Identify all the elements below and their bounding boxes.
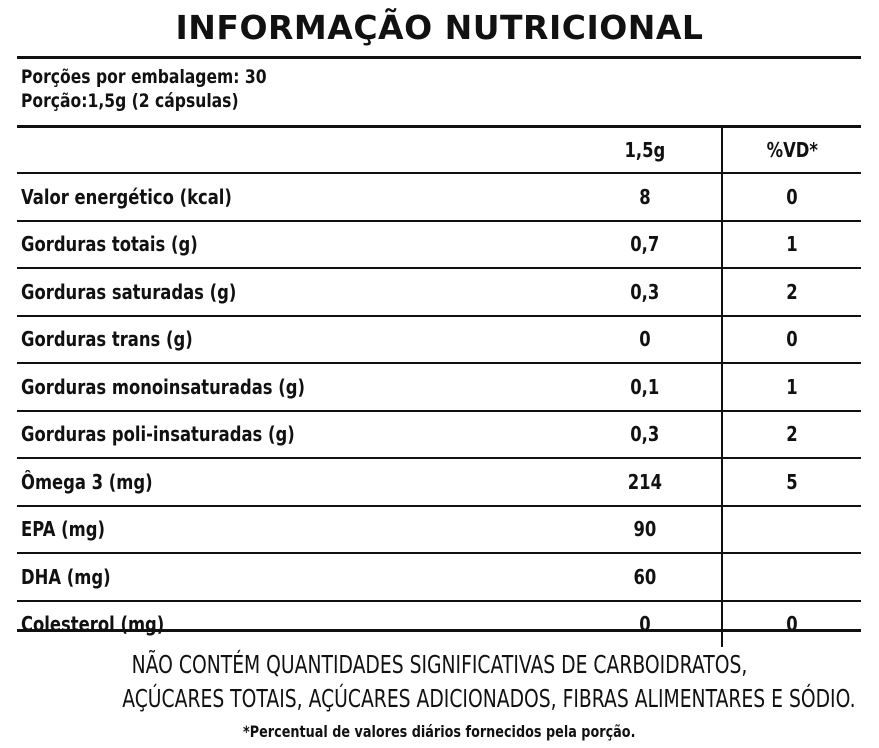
header-vd-label: %VD* xyxy=(766,138,818,162)
footnote-text: *Percentual de valores diários fornecido… xyxy=(243,722,636,741)
table-row: Gorduras saturadas (g) 0,3 2 xyxy=(17,267,861,316)
header-vd: %VD* xyxy=(722,125,861,173)
nutrient-name: Colesterol (mg) xyxy=(21,612,165,637)
nutrient-name: Gorduras trans (g) xyxy=(21,327,193,352)
nutrient-vd: 5 xyxy=(786,469,798,494)
nutrient-name: Gorduras monoinsaturadas (g) xyxy=(21,374,305,399)
portion-info: Porções por embalagem: 30 Porção:1,5g (2… xyxy=(21,65,267,113)
table-row: Gorduras monoinsaturadas (g) 0,1 1 xyxy=(17,362,861,411)
table-row: Valor energético (kcal) 8 0 xyxy=(17,172,861,221)
nutrient-vd: 0 xyxy=(786,612,798,637)
nutrient-vd: 1 xyxy=(786,232,798,257)
table-row: EPA (mg) 90 xyxy=(17,504,861,553)
nutrient-amount: 0,3 xyxy=(629,422,660,447)
nutrient-vd: 2 xyxy=(786,279,798,304)
nutrient-name: Gorduras totais (g) xyxy=(21,232,198,257)
nutrient-amount: 0 xyxy=(638,612,651,637)
nutrition-table-panel: Porções por embalagem: 30 Porção:1,5g (2… xyxy=(17,56,861,647)
nutrient-amount: 0,1 xyxy=(629,374,660,399)
header-name-cell xyxy=(17,125,568,173)
nutrient-name: EPA (mg) xyxy=(21,517,105,542)
nutrition-table: 1,5g %VD* Valor energético (kcal) 8 0 Go… xyxy=(17,125,861,647)
portions-per-package: Porções por embalagem: 30 xyxy=(21,66,267,88)
nutrient-vd: 2 xyxy=(786,422,798,447)
nutrient-name: Ômega 3 (mg) xyxy=(21,469,153,494)
nutrient-name: Gorduras poli-insaturadas (g) xyxy=(21,422,295,447)
nutrient-vd: 0 xyxy=(786,327,798,352)
nutrient-vd: 1 xyxy=(786,374,798,399)
nutrient-amount: 0,7 xyxy=(629,232,660,257)
nutrient-amount: 0,3 xyxy=(629,279,660,304)
nutrient-amount: 60 xyxy=(633,564,656,589)
disclaimer-line-1: NÃO CONTÉM QUANTIDADES SIGNIFICATIVAS DE… xyxy=(131,650,748,679)
table-header-row: 1,5g %VD* xyxy=(17,125,861,173)
serving-size: Porção:1,5g (2 cápsulas) xyxy=(21,90,239,112)
disclaimer: NÃO CONTÉM QUANTIDADES SIGNIFICATIVAS DE… xyxy=(0,648,879,716)
table-row: DHA (mg) 60 xyxy=(17,552,861,601)
page-title: INFORMAÇÃO NUTRICIONAL xyxy=(175,8,704,47)
table-row: Ômega 3 (mg) 214 5 xyxy=(17,457,861,506)
nutrient-name: Valor energético (kcal) xyxy=(21,184,232,209)
table-row: Gorduras totais (g) 0,7 1 xyxy=(17,219,861,268)
nutrient-amount: 214 xyxy=(627,469,662,494)
table-row: Colesterol (mg) 0 0 xyxy=(17,599,861,647)
footnote: *Percentual de valores diários fornecido… xyxy=(0,722,879,741)
nutrient-amount: 0 xyxy=(638,327,651,352)
table-row: Gorduras trans (g) 0 0 xyxy=(17,314,861,363)
nutrient-amount: 8 xyxy=(638,184,651,209)
header-amount: 1,5g xyxy=(567,125,724,173)
nutrient-amount: 90 xyxy=(633,517,656,542)
header-amount-label: 1,5g xyxy=(624,138,665,162)
nutrient-name: Gorduras saturadas (g) xyxy=(21,279,237,304)
nutrient-name: DHA (mg) xyxy=(21,564,111,589)
disclaimer-line-2: AÇÚCARES TOTAIS, AÇÚCARES ADICIONADOS, F… xyxy=(122,684,856,713)
nutrient-vd: 0 xyxy=(786,184,798,209)
table-row: Gorduras poli-insaturadas (g) 0,3 2 xyxy=(17,409,861,458)
